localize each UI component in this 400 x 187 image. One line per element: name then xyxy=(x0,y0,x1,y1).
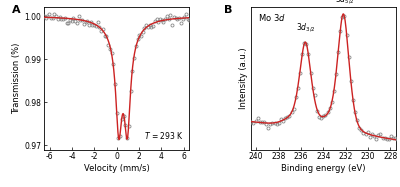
Y-axis label: Transmission (%): Transmission (%) xyxy=(12,43,22,114)
Text: $T$ = 293 K: $T$ = 293 K xyxy=(144,130,184,141)
X-axis label: Velocity (mm/s): Velocity (mm/s) xyxy=(84,164,150,173)
Text: $3d_{3/2}$: $3d_{3/2}$ xyxy=(296,22,315,34)
Text: B: B xyxy=(224,5,233,15)
Text: $3d_{5/2}$: $3d_{5/2}$ xyxy=(335,0,354,6)
Y-axis label: Intensity (a.u.): Intensity (a.u.) xyxy=(239,48,248,109)
X-axis label: Binding energy (eV): Binding energy (eV) xyxy=(281,164,366,173)
Text: Mo $3d$: Mo $3d$ xyxy=(258,12,286,23)
Text: A: A xyxy=(12,5,21,15)
